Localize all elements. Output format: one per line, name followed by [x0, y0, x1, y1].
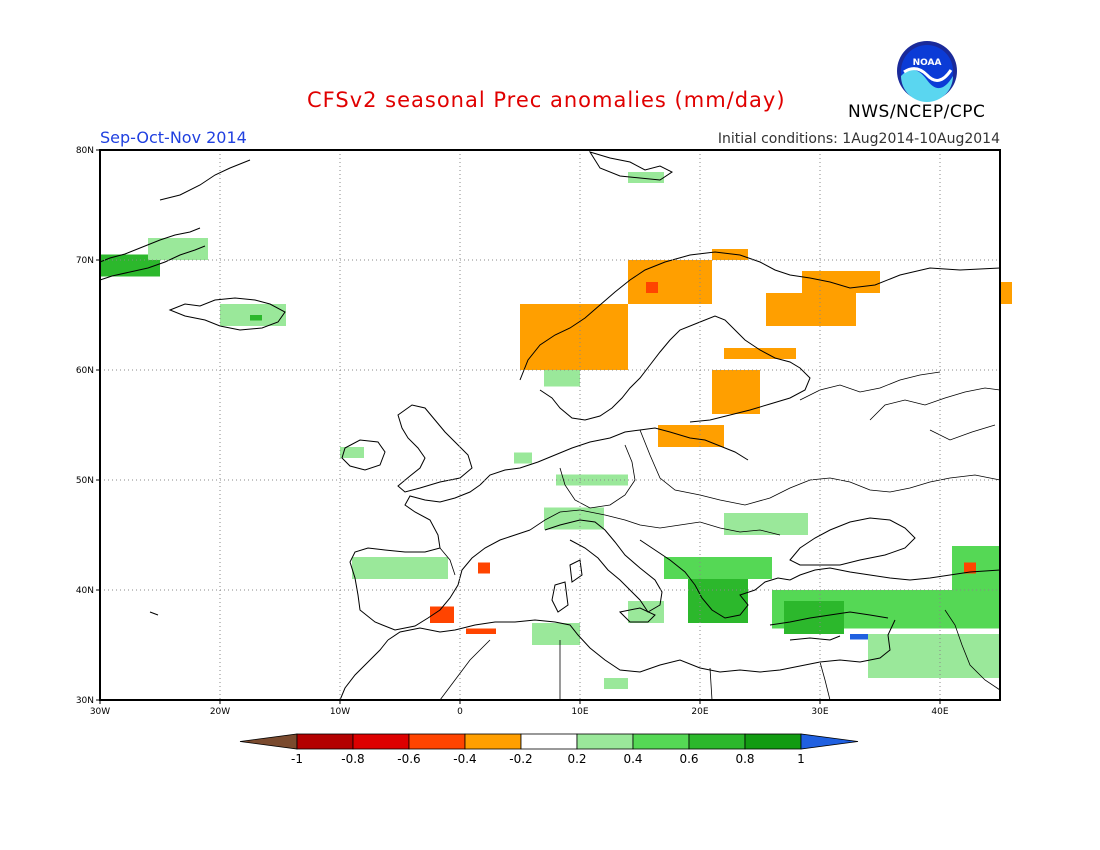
map-border: [99, 149, 1001, 701]
colorbar-segment: [520, 733, 578, 750]
colorbar: -1 -0.8 -0.6 -0.4 -0.2 0.2 0.4 0.6 0.8 1: [239, 733, 859, 766]
anomaly-cell: [352, 557, 448, 579]
anomaly-cell: [664, 557, 772, 579]
noaa-logo-icon: NOAA: [897, 41, 957, 102]
lon-tick-label: 20E: [691, 707, 708, 717]
agency-label: NWS/NCEP/CPC: [848, 102, 986, 122]
colorbar-segment: [576, 733, 634, 750]
colorbar-tick-label: -0.4: [453, 752, 476, 766]
colorbar-segment: [464, 733, 522, 750]
colorbar-tick-label: -1: [291, 752, 303, 766]
lon-tick-label: 10W: [330, 707, 350, 717]
colorbar-tick-label: 0.4: [623, 752, 642, 766]
colorbar-tick-label: 0.8: [735, 752, 754, 766]
colorbar-tick-label: -0.8: [341, 752, 364, 766]
colorbar-segment: [352, 733, 410, 750]
lon-tick-label: 30W: [90, 707, 110, 717]
anomaly-cell: [868, 634, 1000, 678]
coastlines: [99, 151, 1001, 701]
lat-tick-label: 70N: [76, 256, 94, 266]
colorbar-segment: [744, 733, 802, 750]
colorbar-tick-label: -0.6: [397, 752, 420, 766]
anomaly-cell: [544, 507, 604, 530]
anomaly-cell: [964, 562, 976, 574]
colorbar-segment: [688, 733, 746, 750]
anomaly-cell: [628, 601, 664, 623]
season-label: Sep-Oct-Nov 2014: [100, 128, 247, 147]
anomaly-cell: [250, 315, 262, 321]
lon-tick-label: 10E: [571, 707, 588, 717]
lat-tick-label: 60N: [76, 366, 94, 376]
anomaly-cell: [430, 606, 454, 623]
anomaly-cell: [520, 304, 628, 370]
colorbar-right-arrow: [800, 733, 859, 750]
anomaly-cell: [688, 579, 748, 623]
colorbar-left-arrow: [239, 733, 298, 750]
lon-tick-label: 40E: [931, 707, 948, 717]
colorbar-tick-label: 1: [797, 752, 805, 766]
colorbar-tick-label: 0.2: [567, 752, 586, 766]
colorbar-tick-label: -0.2: [509, 752, 532, 766]
anomaly-cell: [628, 172, 664, 183]
anomaly-cell: [628, 260, 712, 304]
anomaly-cell: [532, 623, 580, 645]
axis-ticks: 30W 20W 10W 0 10E 20E 30E 40E 30N 40N 50N 60N 70N 80N: [76, 146, 949, 717]
anomaly-cell: [340, 447, 364, 458]
colorbar-segment: [296, 733, 354, 750]
anomaly-cell: [724, 513, 808, 535]
anomaly-cell: [724, 348, 796, 359]
anomaly-cell: [802, 271, 880, 293]
lat-tick-label: 30N: [76, 696, 94, 706]
chart-title: CFSv2 seasonal Prec anomalies (mm/day): [307, 88, 786, 112]
anomaly-cell: [646, 282, 658, 293]
anomaly-cell: [712, 370, 760, 414]
anomaly-cell: [712, 249, 748, 260]
anomaly-cell: [478, 562, 490, 574]
colorbar-tick-label: 0.6: [679, 752, 698, 766]
anomaly-cell: [544, 370, 580, 387]
lon-tick-label: 20W: [210, 707, 230, 717]
anomaly-cell: [1000, 282, 1012, 304]
colorbar-segment: [408, 733, 466, 750]
anomaly-cell: [850, 634, 868, 640]
anomaly-cell: [604, 678, 628, 689]
anomaly-cell: [466, 628, 496, 634]
lon-tick-label: 0: [457, 707, 463, 717]
anomaly-cell: [148, 238, 208, 260]
anomaly-layer: [100, 172, 1012, 689]
lon-tick-label: 30E: [811, 707, 828, 717]
logo-text: NOAA: [913, 58, 942, 68]
lat-tick-label: 80N: [76, 146, 94, 156]
lat-tick-label: 50N: [76, 476, 94, 486]
anomaly-cell: [766, 293, 856, 326]
anomaly-cell: [514, 452, 532, 464]
initial-conditions-label: Initial conditions: 1Aug2014-10Aug2014: [717, 131, 1000, 147]
lat-tick-label: 40N: [76, 586, 94, 596]
colorbar-segment: [632, 733, 690, 750]
